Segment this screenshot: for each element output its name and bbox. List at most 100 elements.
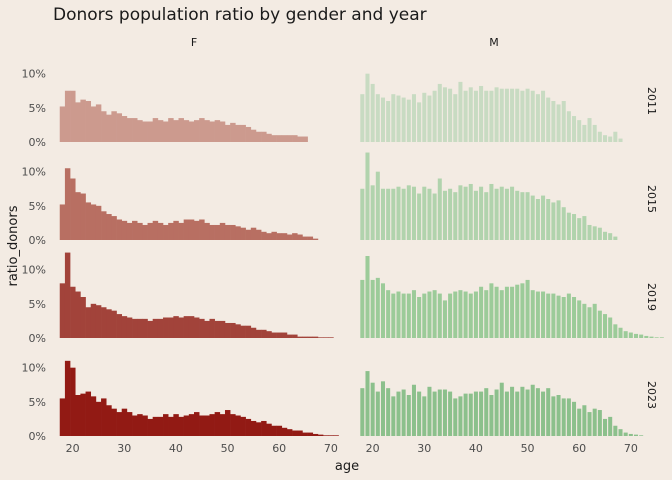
bar <box>328 337 334 338</box>
y-tick-label: 10% <box>22 362 46 375</box>
bar <box>515 391 520 436</box>
bar <box>380 381 385 436</box>
bar <box>137 222 143 240</box>
bar <box>525 279 530 338</box>
bar <box>386 101 391 142</box>
bar <box>499 186 504 240</box>
bar <box>525 389 530 436</box>
bar <box>75 102 81 142</box>
panel-f-2015 <box>59 168 319 240</box>
strip-label-f: F <box>191 36 197 49</box>
bar <box>90 303 97 338</box>
bar <box>178 118 184 142</box>
bar <box>281 135 288 142</box>
bar <box>276 332 283 338</box>
panel-m-2019 <box>360 256 664 338</box>
bar <box>572 297 577 338</box>
bar <box>323 337 329 338</box>
bar <box>90 204 97 240</box>
chart-title: Donors population ratio by gender and ye… <box>53 5 427 25</box>
strip-label-2019: 2019 <box>645 283 658 311</box>
bar <box>95 401 102 436</box>
bar <box>75 395 81 436</box>
bar <box>453 291 458 338</box>
bar <box>292 334 298 338</box>
bar <box>286 135 293 142</box>
bar <box>188 121 195 142</box>
bar <box>147 121 153 142</box>
bar <box>317 337 324 338</box>
bar <box>276 233 283 240</box>
bar <box>587 118 592 142</box>
bar <box>111 310 117 338</box>
bar <box>649 336 654 338</box>
bar <box>484 192 489 240</box>
bar <box>463 291 468 338</box>
bar <box>494 286 499 338</box>
bar <box>245 325 252 338</box>
bar <box>59 106 66 142</box>
bar <box>525 88 530 142</box>
bar <box>194 412 200 436</box>
bar <box>551 202 556 240</box>
bar <box>494 389 499 436</box>
bar <box>266 233 272 240</box>
y-tick-label: 10% <box>22 264 46 277</box>
bar <box>566 111 571 142</box>
bar <box>489 283 494 338</box>
bar <box>209 224 215 240</box>
bar <box>250 129 257 142</box>
bar <box>406 293 411 338</box>
bar <box>204 222 210 240</box>
bar <box>70 90 76 142</box>
x-tick-label: 50 <box>521 442 535 455</box>
y-tick-label: 0% <box>29 136 46 149</box>
bar <box>608 317 613 338</box>
bar <box>587 307 592 338</box>
bar <box>510 286 515 338</box>
bar <box>230 122 236 142</box>
bar <box>484 90 489 142</box>
bar <box>458 81 463 142</box>
bar <box>370 382 375 436</box>
bar <box>137 318 143 338</box>
panel-m-2023 <box>360 371 644 436</box>
bar <box>458 185 463 240</box>
x-tick-label: 40 <box>169 442 183 455</box>
bar <box>219 222 226 240</box>
bar <box>111 408 117 436</box>
bar <box>551 396 556 436</box>
bar <box>375 94 380 142</box>
bar <box>365 371 370 436</box>
bar <box>111 111 117 142</box>
bar <box>530 195 535 240</box>
bar <box>499 88 504 142</box>
bar <box>613 425 618 436</box>
bar <box>199 415 205 436</box>
bar <box>281 427 288 436</box>
bar <box>546 293 551 338</box>
bar <box>271 135 277 142</box>
bar <box>132 118 138 142</box>
x-tick-label: 70 <box>324 442 338 455</box>
bar <box>510 386 515 436</box>
bar <box>448 88 453 142</box>
bar <box>432 193 437 240</box>
bar <box>292 233 298 240</box>
bar <box>520 386 525 436</box>
bar <box>214 224 221 240</box>
bar <box>406 99 411 142</box>
bar <box>530 290 535 338</box>
panel-f-2019 <box>59 252 334 338</box>
bar <box>302 432 308 436</box>
bar <box>396 186 401 240</box>
bar <box>442 87 447 142</box>
bar <box>152 220 159 240</box>
bar <box>121 220 128 240</box>
bar <box>458 290 463 338</box>
bar <box>618 138 623 142</box>
bar <box>541 90 546 142</box>
bar <box>484 388 489 436</box>
bar <box>137 120 143 142</box>
bar <box>116 412 123 436</box>
